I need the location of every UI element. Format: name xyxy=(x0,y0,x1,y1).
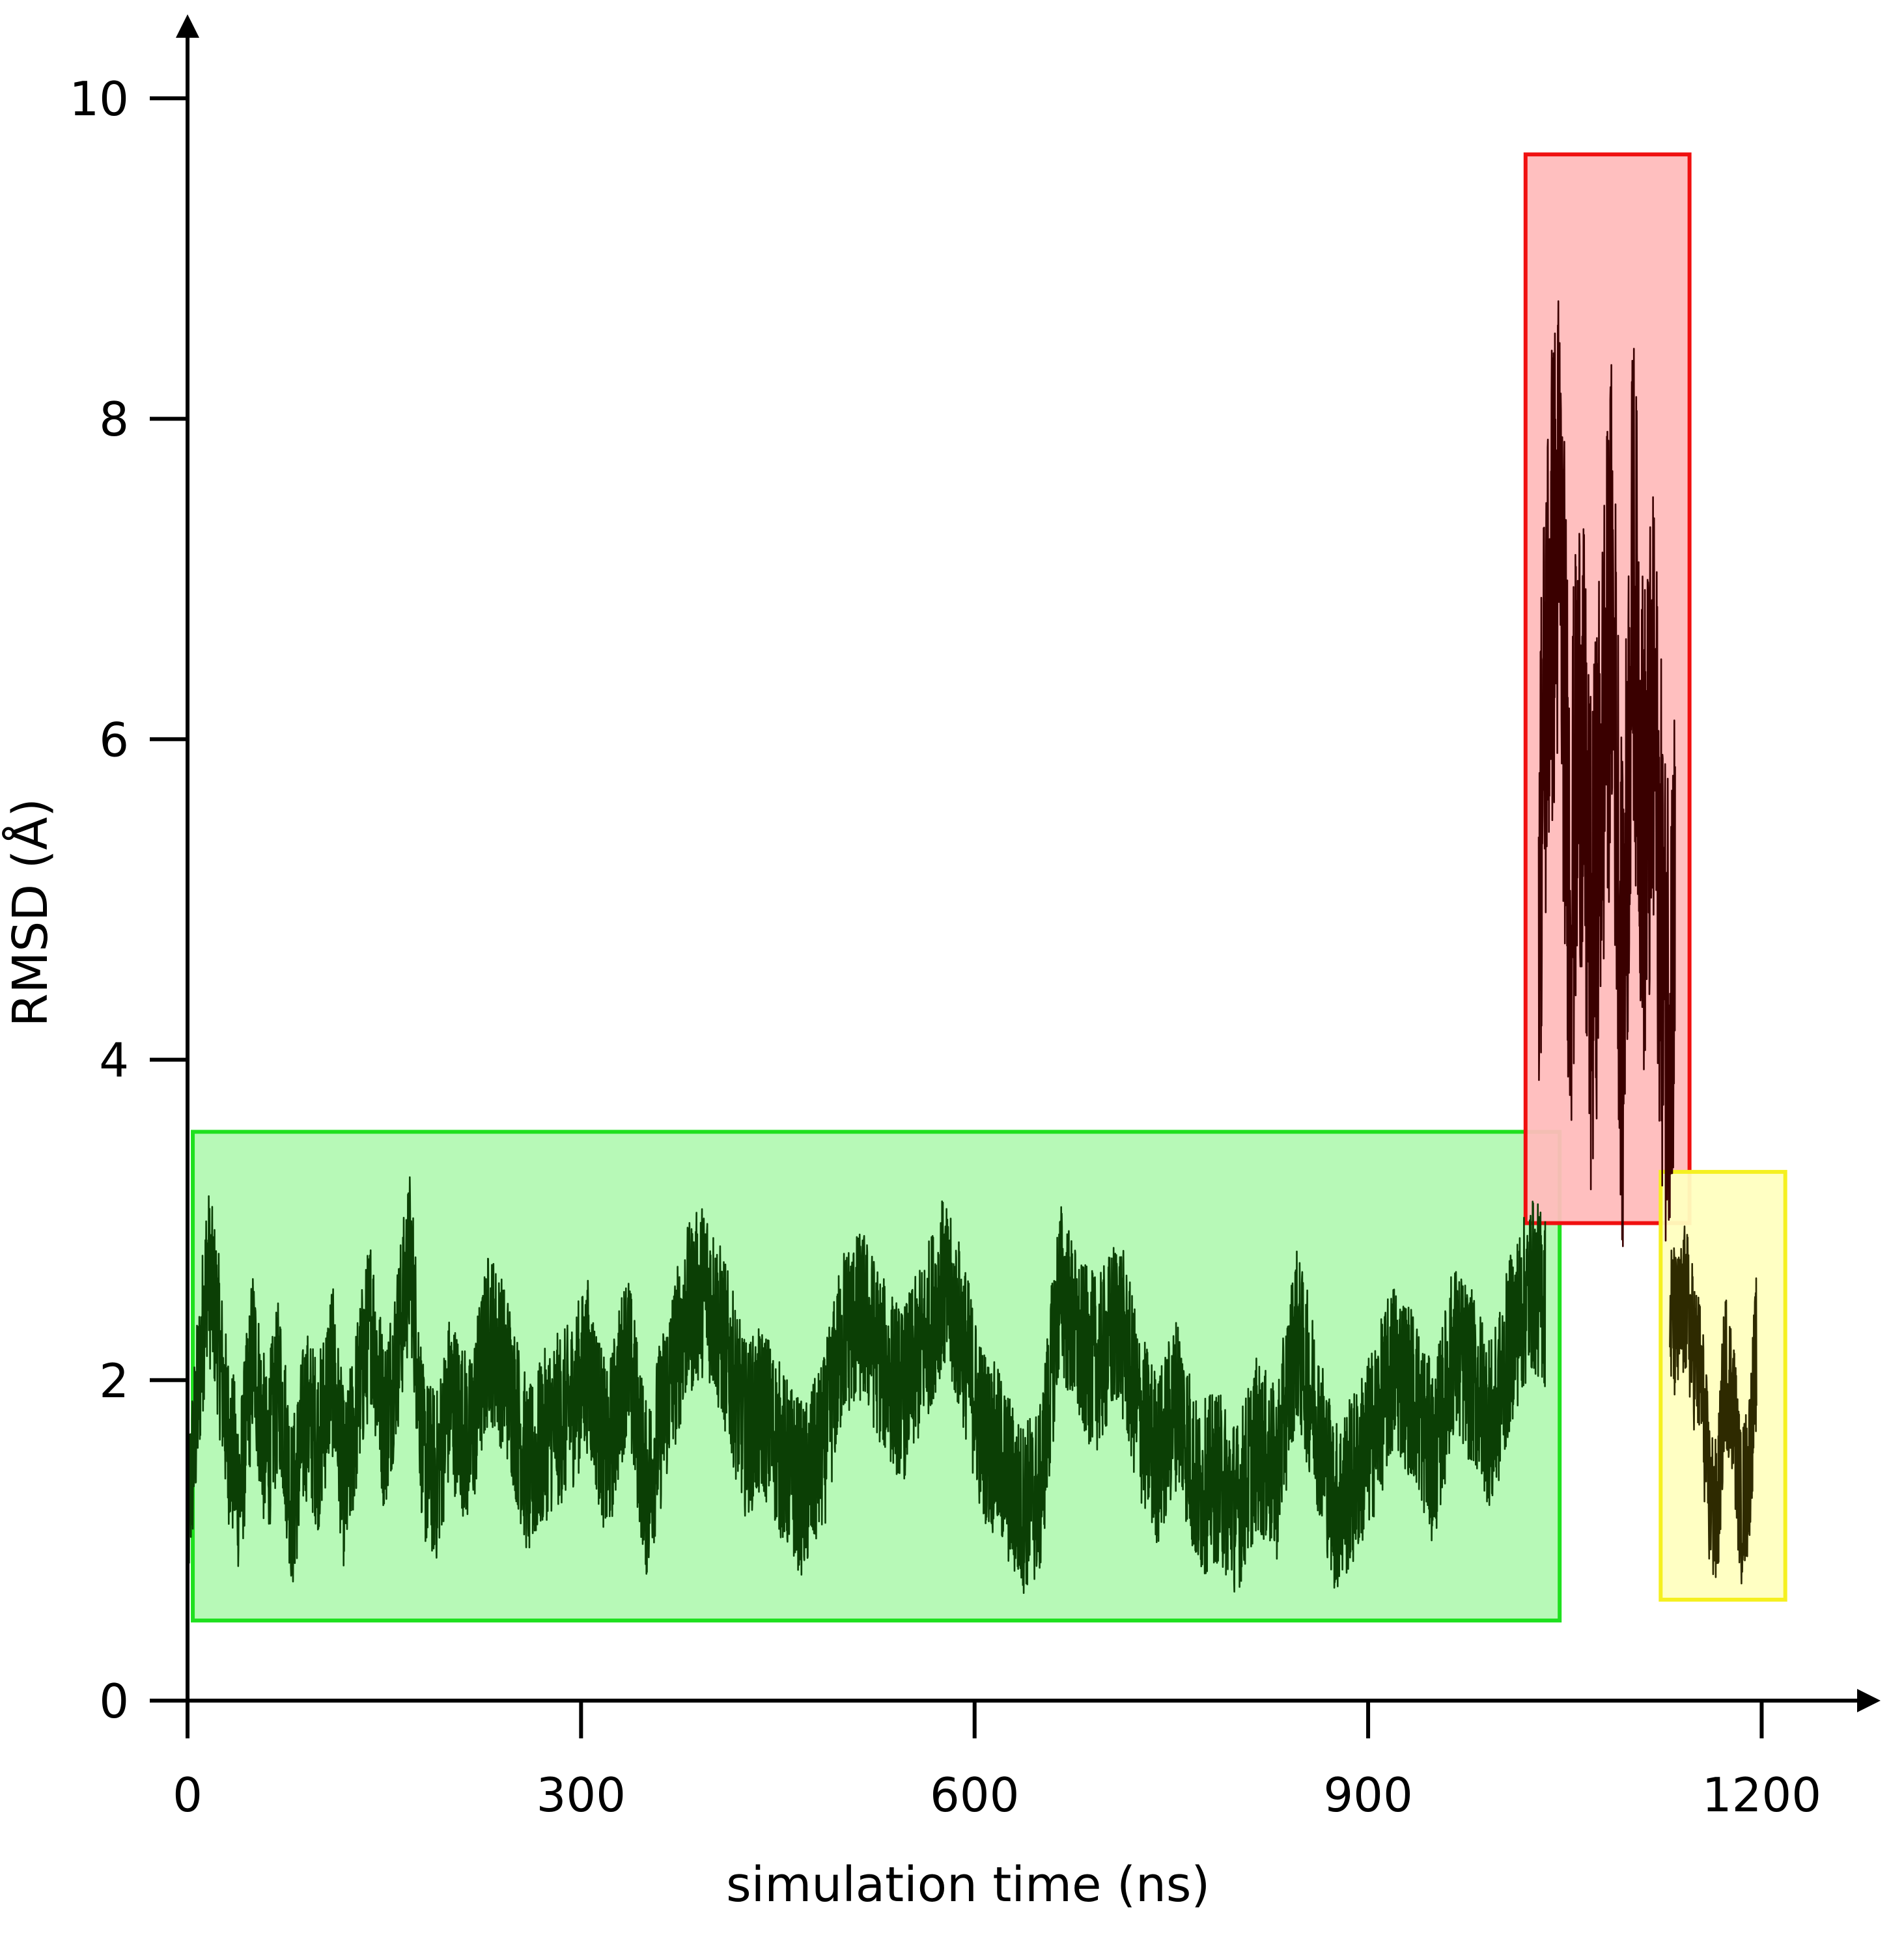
y-tick-label-0: 0 xyxy=(99,1674,129,1729)
y-axis-title: RMSD (Å) xyxy=(1,798,59,1027)
x-tick-label-0: 0 xyxy=(173,1768,203,1822)
x-tick-label-3: 900 xyxy=(1323,1768,1412,1822)
y-tick-label-3: 6 xyxy=(99,712,129,767)
y-tick-label-5: 10 xyxy=(69,72,129,126)
series-line-0 xyxy=(186,1176,1547,1594)
x-ticks: 0 300 600 900 1200 xyxy=(173,1701,1821,1822)
x-tick-label-2: 600 xyxy=(930,1768,1019,1822)
series-line-2 xyxy=(1669,1225,1757,1585)
x-tick-label-1: 300 xyxy=(537,1768,626,1822)
y-tick-label-1: 2 xyxy=(99,1354,129,1408)
y-ticks: 0 2 4 6 8 10 xyxy=(69,72,188,1729)
series-line-1 xyxy=(1537,300,1676,1247)
x-axis-title: simulation time (ns) xyxy=(726,1857,1210,1913)
x-tick-label-4: 1200 xyxy=(1702,1768,1821,1822)
y-tick-label-2: 4 xyxy=(99,1033,129,1088)
region-boxes xyxy=(191,152,1787,1622)
series-layer xyxy=(186,300,1757,1594)
y-tick-label-4: 8 xyxy=(99,392,129,447)
